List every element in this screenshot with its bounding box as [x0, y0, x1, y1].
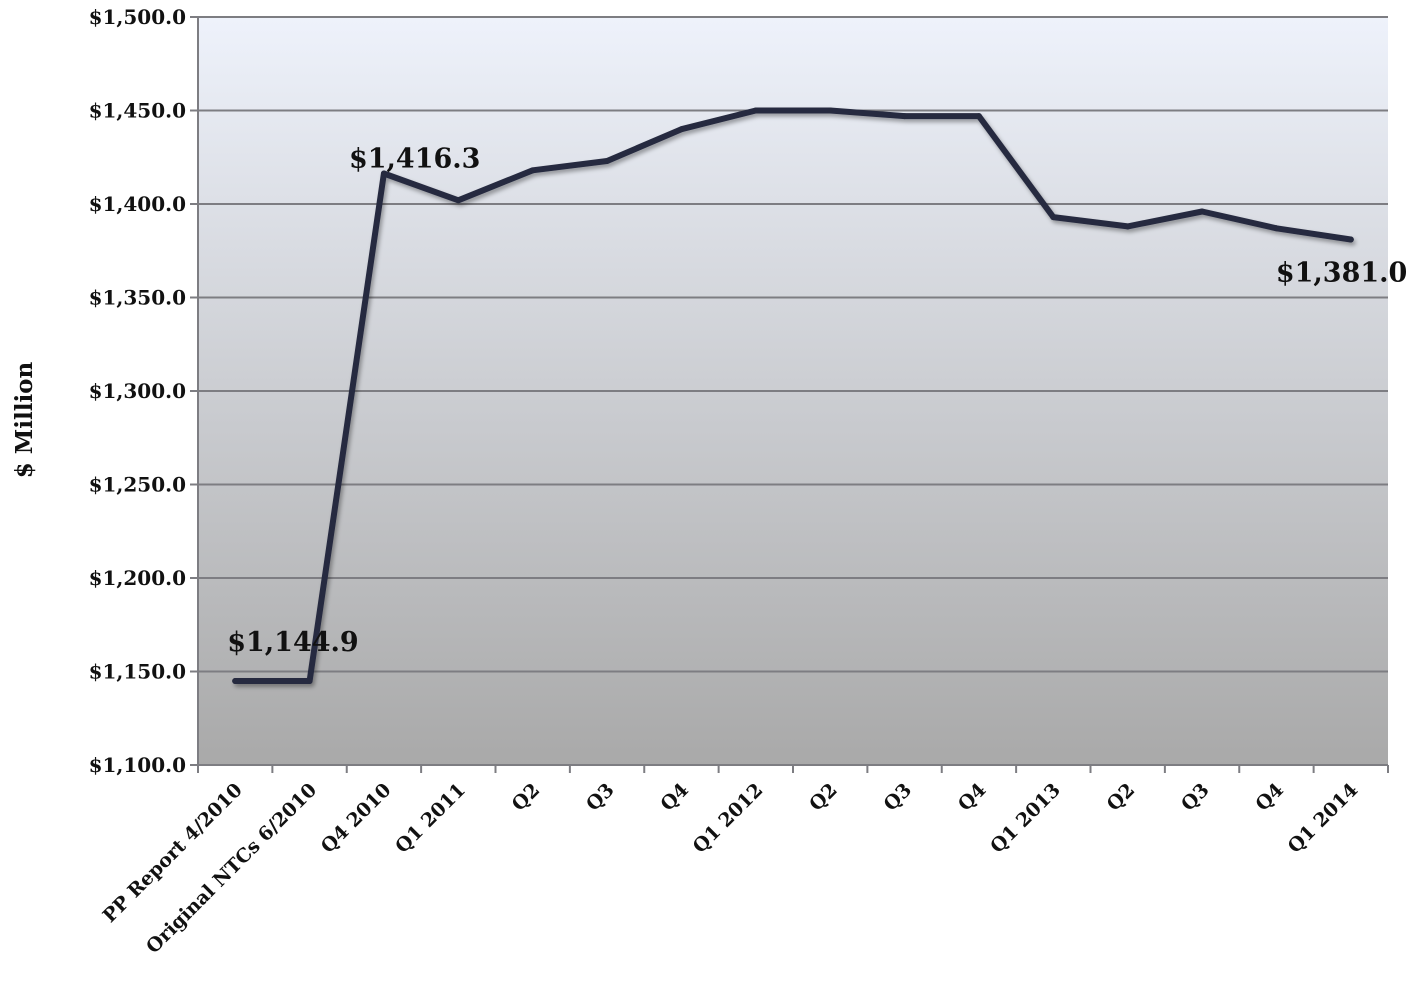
data-label: $1,416.3 [349, 144, 481, 175]
x-tick-label: Q1 2013 [986, 779, 1065, 858]
data-point [306, 678, 313, 685]
data-point [1347, 236, 1354, 243]
y-tick-label: $1,350.0 [89, 286, 186, 310]
x-tick-label: Q1 2011 [391, 779, 470, 858]
data-label: $1,144.9 [227, 627, 359, 658]
x-tick-label: Q4 [954, 779, 991, 816]
data-point [232, 678, 239, 685]
y-tick-label: $1,300.0 [89, 379, 186, 403]
data-point [604, 157, 611, 164]
x-tick-label: Q1 2014 [1284, 779, 1363, 858]
data-point [752, 107, 759, 114]
data-point [380, 170, 387, 177]
data-point [455, 197, 462, 204]
series-layer [232, 107, 1354, 685]
x-tick-label: Q2 [805, 779, 842, 816]
x-tick-label: Q4 [656, 779, 693, 816]
data-point [1124, 223, 1131, 230]
data-point [1050, 214, 1057, 221]
x-tick-label: Q4 [1251, 779, 1288, 816]
y-tick-label: $1,250.0 [89, 473, 186, 497]
y-tick-label: $1,500.0 [89, 5, 186, 29]
data-point [1273, 225, 1280, 232]
series-line [232, 107, 1354, 684]
data-labels: $1,144.9 $1,416.3 $1,381.0 [227, 144, 1407, 659]
x-tick-label: Q3 [1177, 779, 1214, 816]
y-tick-label: $1,400.0 [89, 192, 186, 216]
x-tick-label: PP Report 4/2010 [99, 779, 247, 927]
y-tick-label: $1,200.0 [89, 566, 186, 590]
x-tick-label: Q2 [508, 779, 545, 816]
x-tick-label: Q1 2012 [689, 779, 768, 858]
data-point [975, 113, 982, 120]
data-point [678, 126, 685, 133]
y-tick-label: $1,150.0 [89, 660, 186, 684]
y-axis-label: $ Million [11, 361, 38, 478]
x-tick-label: Q3 [879, 779, 916, 816]
y-tick-label: $1,100.0 [89, 753, 186, 777]
data-point [1199, 208, 1206, 215]
data-label: $1,381.0 [1276, 258, 1408, 289]
x-tick-label: Q2 [1103, 779, 1140, 816]
x-tick-label: Q3 [582, 779, 619, 816]
data-point [529, 167, 536, 174]
x-tick-label: Q4 2010 [317, 779, 396, 858]
data-point [901, 113, 908, 120]
data-point [827, 107, 834, 114]
y-tick-labels: $1,100.0 $1,150.0 $1,200.0 $1,250.0 $1,300.0… [89, 5, 186, 777]
y-tick-label: $1,450.0 [89, 99, 186, 123]
